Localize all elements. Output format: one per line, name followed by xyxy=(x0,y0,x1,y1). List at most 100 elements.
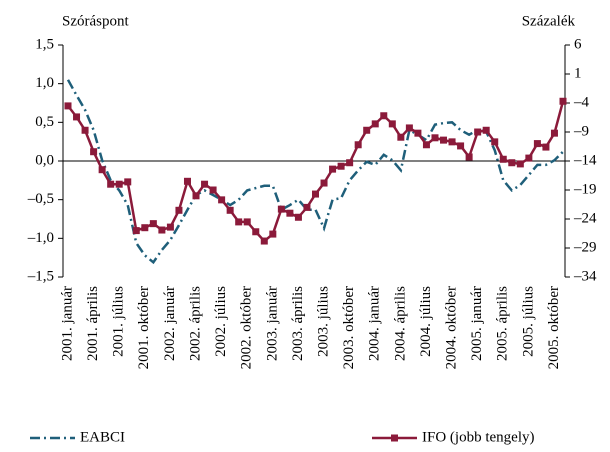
y2-tick-label: 6 xyxy=(574,36,582,52)
series-marker xyxy=(457,142,465,150)
series-marker xyxy=(346,159,354,167)
y2-tick-label: –4 xyxy=(573,94,590,110)
series-marker xyxy=(260,237,268,245)
series-marker xyxy=(499,155,507,163)
x-tick-label: 2001. január xyxy=(59,286,75,361)
y-axis-title: Szóráspont xyxy=(62,13,129,29)
series-marker xyxy=(166,223,174,231)
series-marker xyxy=(175,206,183,214)
series-marker xyxy=(422,141,430,149)
x-tick-label: 2003. július xyxy=(315,286,331,357)
series-marker xyxy=(448,138,456,146)
series-marker xyxy=(431,134,439,142)
series-marker xyxy=(183,177,191,185)
series-marker xyxy=(132,227,140,235)
series-marker xyxy=(201,180,209,188)
x-tick-label: 2004. október xyxy=(443,286,459,369)
series-marker xyxy=(98,166,106,174)
series-marker xyxy=(269,230,277,238)
x-tick-label: 2001. október xyxy=(136,286,152,369)
y-tick-label: 0,0 xyxy=(35,152,54,168)
series-marker xyxy=(192,192,200,200)
legend-label: IFO (jobb tengely) xyxy=(422,429,534,445)
y2-tick-label: –24 xyxy=(573,210,597,226)
series-marker xyxy=(329,165,337,173)
series-marker xyxy=(149,220,157,228)
x-tick-label: 2005. január xyxy=(469,286,485,361)
series-marker xyxy=(235,218,243,226)
x-tick-label: 2003. április xyxy=(290,286,306,361)
x-tick-label: 2005. április xyxy=(495,286,511,361)
series-marker xyxy=(226,206,234,214)
x-tick-label: 2002. április xyxy=(187,286,203,361)
series-marker xyxy=(380,112,388,120)
series-marker xyxy=(533,140,541,148)
series-marker xyxy=(465,153,473,161)
series-marker xyxy=(141,224,149,232)
series-marker xyxy=(320,179,328,187)
series-marker xyxy=(482,126,490,134)
y2-axis-title: Százalék xyxy=(522,13,576,29)
y2-tick-label: –34 xyxy=(573,268,597,284)
series-marker xyxy=(286,209,294,217)
x-tick-label: 2002. január xyxy=(162,286,178,361)
series-marker xyxy=(277,205,285,213)
series-marker xyxy=(414,129,422,137)
series-marker xyxy=(363,126,371,134)
series-marker xyxy=(252,228,260,236)
y-tick-label: –1,0 xyxy=(27,230,54,246)
series-marker xyxy=(337,162,345,170)
series-marker xyxy=(312,190,319,198)
series-marker xyxy=(550,129,558,137)
y-tick-label: –1,5 xyxy=(27,268,54,284)
y-tick-label: 1,5 xyxy=(35,36,54,52)
y2-tick-label: –9 xyxy=(573,123,589,139)
y-tick-label: –0,5 xyxy=(27,191,54,207)
series-marker xyxy=(371,120,379,128)
series-marker xyxy=(90,148,98,156)
series-marker xyxy=(508,159,516,167)
series-marker xyxy=(405,124,413,132)
series-marker xyxy=(209,186,217,194)
series-marker xyxy=(397,133,405,141)
series-marker xyxy=(218,196,226,204)
x-tick-label: 2005. július xyxy=(520,286,536,357)
series-marker xyxy=(243,218,251,226)
x-tick-label: 2004. július xyxy=(418,286,434,357)
series-marker xyxy=(491,138,499,146)
y2-tick-label: –29 xyxy=(573,239,597,255)
y2-tick-label: 1 xyxy=(574,65,582,81)
series-marker xyxy=(158,226,166,234)
series-marker xyxy=(107,180,115,188)
series-line xyxy=(66,79,564,265)
series-marker xyxy=(294,213,302,221)
x-tick-label: 2003. január xyxy=(264,286,280,361)
y-tick-label: 0,5 xyxy=(35,114,54,130)
series-marker xyxy=(64,102,72,110)
x-tick-label: 2003. október xyxy=(341,286,357,369)
legend-label: EABCI xyxy=(80,429,125,445)
series-marker xyxy=(440,136,448,144)
series-marker xyxy=(73,113,81,121)
x-tick-label: 2005. október xyxy=(546,286,562,369)
series-marker xyxy=(388,120,396,128)
x-tick-label: 2001. április xyxy=(85,286,101,361)
x-tick-label: 2002. július xyxy=(213,286,229,357)
y2-tick-label: –14 xyxy=(573,152,597,168)
x-tick-label: 2002. október xyxy=(239,286,255,369)
x-tick-label: 2004. április xyxy=(392,286,408,361)
series-marker xyxy=(516,160,524,168)
series-marker xyxy=(124,178,132,186)
series-line xyxy=(67,100,565,243)
series-marker xyxy=(115,180,123,188)
series-marker xyxy=(303,203,311,211)
x-tick-label: 2001. július xyxy=(111,286,127,357)
y2-tick-label: –19 xyxy=(573,181,597,197)
series-marker xyxy=(559,97,567,105)
y-tick-label: 1,0 xyxy=(35,75,54,91)
series-marker xyxy=(474,128,482,136)
series-marker xyxy=(354,141,362,149)
x-tick-label: 2004. január xyxy=(367,286,383,361)
series-marker xyxy=(81,126,89,134)
